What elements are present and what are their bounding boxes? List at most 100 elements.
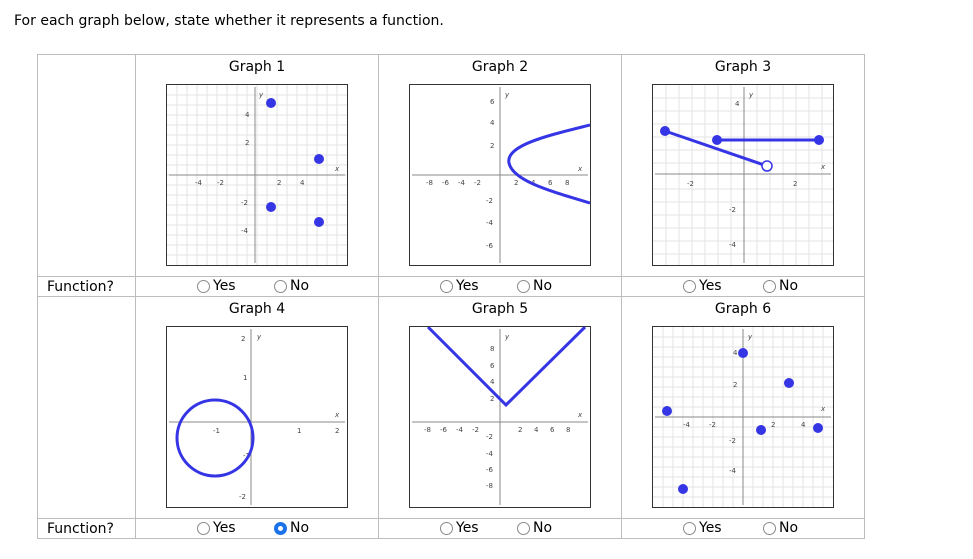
svg-text:6: 6 — [490, 362, 495, 370]
graph-4-no-option[interactable]: No — [274, 520, 309, 536]
svg-text:4: 4 — [490, 119, 495, 127]
graph-4-yes-radio[interactable] — [197, 521, 210, 535]
graph-6-plot: -4 -2 2 4 4 2 -2 -4 x y — [652, 326, 834, 508]
svg-text:-2: -2 — [709, 421, 716, 429]
graph-3-no-option[interactable]: No — [763, 278, 798, 294]
graph-3-title: Graph 3 — [714, 59, 772, 75]
svg-text:-6: -6 — [486, 466, 494, 474]
svg-text:y: y — [256, 333, 262, 341]
svg-text:4: 4 — [534, 426, 539, 434]
svg-text:4: 4 — [245, 111, 250, 119]
graph-1-no-radio[interactable] — [274, 279, 287, 293]
graph-4-yes-option[interactable]: Yes — [197, 520, 236, 536]
svg-text:2: 2 — [733, 381, 737, 389]
svg-text:1: 1 — [297, 427, 301, 435]
graphs-table: Graph 1 -4 -2 2 4 4 2 -2 -4 x y — [37, 54, 865, 539]
graph-5-yes-option[interactable]: Yes — [440, 520, 479, 536]
svg-text:-8: -8 — [486, 482, 493, 490]
graph-6-no-option[interactable]: No — [763, 520, 798, 536]
graph-5-yes-radio[interactable] — [440, 521, 453, 535]
svg-text:y: y — [504, 91, 510, 99]
svg-text:8: 8 — [565, 179, 569, 187]
svg-text:-4: -4 — [241, 227, 249, 235]
graph-6-yes-option[interactable]: Yes — [683, 520, 722, 536]
svg-text:2: 2 — [335, 427, 339, 435]
svg-text:-6: -6 — [440, 426, 448, 434]
svg-text:-2: -2 — [486, 197, 493, 205]
svg-text:-4: -4 — [486, 219, 494, 227]
graph-1-yes-option[interactable]: Yes — [197, 278, 236, 294]
svg-text:x: x — [820, 163, 826, 171]
svg-text:-4: -4 — [729, 467, 737, 475]
svg-text:2: 2 — [514, 179, 518, 187]
graph-4-no-radio[interactable] — [274, 521, 287, 535]
svg-text:-2: -2 — [217, 179, 224, 187]
svg-text:4: 4 — [801, 421, 806, 429]
svg-text:-4: -4 — [195, 179, 203, 187]
graph-5-title: Graph 5 — [471, 301, 529, 317]
svg-text:-4: -4 — [683, 421, 691, 429]
graph-3-no-radio[interactable] — [763, 279, 776, 293]
graph-1-title: Graph 1 — [228, 59, 286, 75]
svg-text:-2: -2 — [729, 206, 736, 214]
graph-2-yes-option[interactable]: Yes — [440, 278, 479, 294]
graph-3-yes-radio[interactable] — [683, 279, 696, 293]
graph-4-plot: -1 1 2 2 1 -1 -2 x y — [166, 326, 348, 508]
graph-5-no-option[interactable]: No — [517, 520, 552, 536]
svg-text:8: 8 — [490, 345, 494, 353]
svg-text:-1: -1 — [243, 452, 250, 460]
graph-6-cell: Graph 6 -4 -2 2 4 4 2 -2 -4 x y — [621, 296, 865, 519]
svg-text:2: 2 — [490, 142, 494, 150]
svg-text:2: 2 — [241, 335, 245, 343]
svg-text:-2: -2 — [239, 493, 246, 501]
graph-4-title: Graph 4 — [228, 301, 286, 317]
svg-text:2: 2 — [793, 180, 797, 188]
graph-3-plot: -2 2 4 -2 -4 x y — [652, 84, 834, 266]
svg-text:-2: -2 — [474, 179, 481, 187]
svg-text:-4: -4 — [729, 241, 737, 249]
graph-1-no-option[interactable]: No — [274, 278, 309, 294]
svg-text:1: 1 — [243, 374, 247, 382]
svg-text:4: 4 — [735, 100, 740, 108]
svg-text:x: x — [334, 165, 340, 173]
svg-text:-8: -8 — [424, 426, 431, 434]
svg-text:-2: -2 — [486, 433, 493, 441]
instruction-text: For each graph below, state whether it r… — [14, 13, 444, 29]
svg-text:6: 6 — [490, 98, 495, 106]
row-label-2: Function? — [37, 518, 136, 539]
graph-2-no-radio[interactable] — [517, 279, 530, 293]
graph-1-cell: Graph 1 -4 -2 2 4 4 2 -2 -4 x y — [135, 54, 379, 277]
svg-text:y: y — [258, 91, 264, 99]
svg-text:x: x — [334, 411, 340, 419]
svg-text:8: 8 — [566, 426, 570, 434]
svg-text:6: 6 — [548, 179, 553, 187]
svg-text:2: 2 — [771, 421, 775, 429]
graph-6-no-radio[interactable] — [763, 521, 776, 535]
svg-text:4: 4 — [733, 349, 738, 357]
graph-5-plot: -8 -6 -4 -2 2 4 6 8 8 6 4 2 -2 -4 -6 -8 x y — [409, 326, 591, 508]
svg-text:2: 2 — [518, 426, 522, 434]
graph-5-no-radio[interactable] — [517, 521, 530, 535]
svg-text:x: x — [820, 405, 826, 413]
row-label: Function? — [37, 276, 136, 297]
svg-text:y: y — [504, 333, 510, 341]
svg-text:-2: -2 — [241, 199, 248, 207]
graph-2-title: Graph 2 — [471, 59, 529, 75]
graph-2-yes-radio[interactable] — [440, 279, 453, 293]
graph-6-title: Graph 6 — [714, 301, 772, 317]
svg-text:-4: -4 — [456, 426, 464, 434]
svg-text:-6: -6 — [442, 179, 450, 187]
svg-text:-4: -4 — [458, 179, 466, 187]
svg-text:x: x — [577, 165, 583, 173]
graph-6-yes-radio[interactable] — [683, 521, 696, 535]
svg-text:4: 4 — [300, 179, 305, 187]
graph-3-cell: Graph 3 -2 2 4 -2 -4 x y — [621, 54, 865, 277]
graph-5-cell: Graph 5 -8 -6 -4 -2 2 4 6 8 8 6 4 2 -2 -4 -6 -8 x y — [378, 296, 622, 519]
svg-text:6: 6 — [550, 426, 555, 434]
graph-1-yes-radio[interactable] — [197, 279, 210, 293]
graph-2-no-option[interactable]: No — [517, 278, 552, 294]
graph-3-yes-option[interactable]: Yes — [683, 278, 722, 294]
svg-text:4: 4 — [490, 378, 495, 386]
